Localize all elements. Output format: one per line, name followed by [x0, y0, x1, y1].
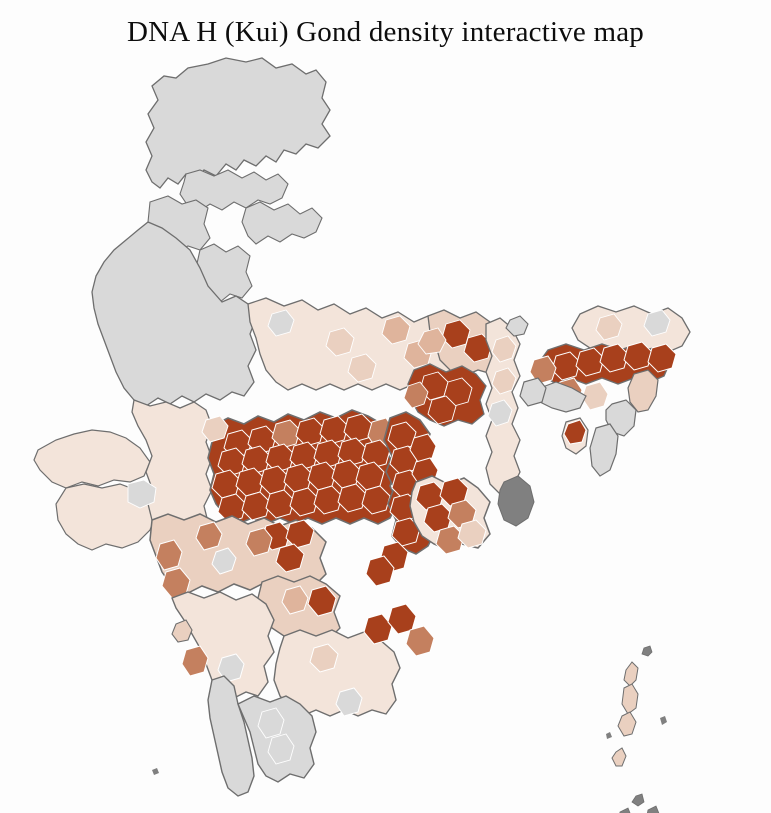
island-lakshadweep-speck[interactable]: [152, 768, 159, 775]
district-mp-22[interactable]: [217, 493, 247, 523]
region-jammu-kashmir-ladakh[interactable]: [145, 57, 331, 189]
region-mizoram[interactable]: [589, 423, 619, 477]
district-mh-vidarbha-4[interactable]: [245, 527, 273, 557]
district-cg-5[interactable]: [391, 517, 421, 547]
district-wb-nodata-1[interactable]: [487, 399, 513, 427]
district-bihar-medium-1[interactable]: [417, 327, 447, 355]
district-mh-nodata-1[interactable]: [211, 547, 237, 575]
region-meghalaya[interactable]: [539, 381, 587, 413]
district-mp-28[interactable]: [361, 485, 391, 515]
district-mp-5[interactable]: [319, 415, 349, 445]
district-up-nodata-1[interactable]: [267, 309, 295, 337]
island-great-nicobar[interactable]: [618, 807, 632, 813]
region-group-karnataka[interactable]: [171, 591, 275, 699]
region-group-andaman-nicobar[interactable]: [152, 645, 667, 813]
island-south-andaman[interactable]: [617, 711, 637, 737]
district-mh-konkan-med[interactable]: [155, 539, 183, 571]
district-jharkhand-core-3[interactable]: [427, 395, 457, 425]
district-up-east-medium-1[interactable]: [381, 315, 411, 345]
region-northeast-nodata-west[interactable]: [519, 377, 547, 407]
region-group-maharashtra[interactable]: [149, 513, 327, 635]
district-mp-23[interactable]: [241, 491, 271, 521]
district-karnataka-med-1[interactable]: [181, 645, 209, 677]
district-telangana-dark-1[interactable]: [307, 585, 337, 617]
region-manipur[interactable]: [605, 399, 637, 437]
region-andhra-pradesh[interactable]: [273, 629, 401, 717]
district-jharkhand-medium-1[interactable]: [403, 381, 429, 409]
district-mh-vidarbha-2[interactable]: [285, 519, 315, 549]
district-ap-north-med[interactable]: [405, 625, 435, 657]
region-gujarat-kutch[interactable]: [33, 429, 151, 489]
district-assam-dark-4[interactable]: [623, 341, 653, 371]
district-arunachal-nodata-1[interactable]: [643, 309, 671, 337]
region-group-west-bengal[interactable]: [485, 317, 535, 527]
region-group-bihar-jharkhand[interactable]: [403, 309, 503, 427]
district-goa[interactable]: [171, 619, 193, 643]
island-speck-1[interactable]: [660, 716, 667, 725]
district-up-central-light-2[interactable]: [347, 353, 377, 383]
district-mh-vidarbha-3[interactable]: [275, 543, 305, 573]
region-kerala[interactable]: [207, 675, 255, 797]
region-group-no-data-north[interactable]: [91, 57, 331, 407]
district-wb-light-2[interactable]: [491, 367, 517, 395]
island-middle-andaman[interactable]: [621, 683, 639, 715]
district-bihar-dark-2[interactable]: [463, 333, 493, 363]
region-karnataka[interactable]: [171, 591, 275, 699]
district-assam-dark-5[interactable]: [647, 343, 677, 373]
district-up-central-light-1[interactable]: [325, 327, 355, 357]
region-group-madhya-pradesh[interactable]: [201, 409, 399, 525]
district-mp-26[interactable]: [313, 485, 343, 515]
district-assam-dark-2[interactable]: [575, 347, 605, 377]
district-cg-south-dark-2[interactable]: [365, 555, 395, 587]
district-mp-27[interactable]: [337, 483, 367, 513]
district-jharkhand-core-2[interactable]: [443, 377, 473, 407]
district-ap-light-1[interactable]: [309, 643, 339, 673]
district-cg-6[interactable]: [409, 433, 437, 463]
island-north-andaman[interactable]: [623, 661, 639, 687]
map-svg[interactable]: [0, 52, 771, 813]
island-car-nicobar[interactable]: [641, 645, 653, 657]
district-tn-border-2[interactable]: [267, 733, 295, 765]
district-wb-light-1[interactable]: [491, 335, 517, 363]
region-uttarakhand[interactable]: [241, 201, 323, 245]
island-nicobar-1[interactable]: [631, 793, 645, 807]
district-mp-light-nw[interactable]: [201, 415, 229, 443]
district-tripura-dark[interactable]: [563, 419, 587, 445]
district-assam-med-1[interactable]: [529, 355, 557, 385]
district-karnataka-nodata-1[interactable]: [217, 653, 245, 683]
island-little-andaman[interactable]: [611, 747, 627, 767]
india-choropleth-map[interactable]: [0, 52, 771, 813]
district-tn-border-1[interactable]: [257, 707, 285, 739]
district-mp-3[interactable]: [271, 419, 301, 449]
district-mp-14[interactable]: [361, 439, 391, 469]
district-mp-4[interactable]: [295, 417, 325, 447]
district-mp-24[interactable]: [265, 489, 295, 519]
district-wb-coast-dark[interactable]: [497, 475, 535, 527]
district-mp-6[interactable]: [343, 413, 373, 443]
district-mp-13[interactable]: [337, 437, 367, 467]
region-nagaland[interactable]: [627, 369, 659, 413]
region-gujarat-nodata-patch[interactable]: [127, 479, 157, 509]
region-group-northeast[interactable]: [505, 305, 691, 477]
district-ap-north-dark-1[interactable]: [363, 613, 393, 645]
region-group-odisha[interactable]: [409, 475, 491, 555]
island-nicobar-2[interactable]: [646, 805, 660, 813]
region-sikkim[interactable]: [505, 315, 529, 337]
district-odisha-light-1[interactable]: [457, 519, 487, 549]
district-mh-north-med-1[interactable]: [195, 521, 223, 551]
region-group-telangana-andhra[interactable]: [257, 575, 435, 717]
district-assam-dark-3[interactable]: [599, 343, 629, 373]
region-group-south-no-data[interactable]: [207, 675, 317, 797]
district-ap-nodata-1[interactable]: [335, 687, 363, 717]
region-group-gujarat[interactable]: [33, 399, 213, 551]
india-landmass[interactable]: [33, 57, 691, 813]
island-speck-2[interactable]: [606, 732, 612, 739]
district-odisha-med-2[interactable]: [435, 525, 465, 555]
page-title: DNA H (Kui) Gond density interactive map: [126, 16, 644, 48]
district-arunachal-light-1[interactable]: [595, 313, 623, 341]
district-mp-25[interactable]: [289, 487, 319, 517]
district-telangana-med-1[interactable]: [281, 585, 309, 615]
